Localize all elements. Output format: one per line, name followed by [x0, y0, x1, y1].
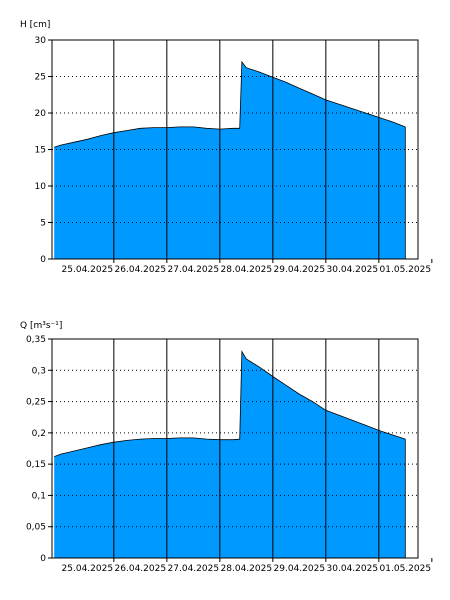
x-tick-label: 29.04.2025 [274, 265, 326, 275]
y-axis-label: Q [m³s⁻¹] [20, 321, 62, 331]
y-tick-label: 0,35 [26, 335, 46, 345]
y-tick-label: 0,2 [32, 429, 46, 439]
x-tick-label: 28.04.2025 [221, 265, 273, 275]
series-line [54, 60, 406, 148]
x-tick-label: 27.04.2025 [168, 265, 220, 275]
y-tick-label: 0,05 [26, 523, 46, 533]
y-tick-label: 20 [35, 109, 47, 119]
y-tick-label: 15 [35, 146, 46, 156]
x-tick-label: 01.05.2025 [380, 564, 432, 574]
y-tick-label: 5 [40, 219, 46, 229]
x-tick-label: 30.04.2025 [327, 265, 379, 275]
area-fill [54, 351, 406, 558]
y-tick-label: 0 [40, 554, 46, 564]
x-tick-label: 29.04.2025 [274, 564, 326, 574]
y-tick-label: 30 [35, 36, 47, 46]
y-axis-label: H [cm] [20, 20, 50, 30]
x-tick-label: 28.04.2025 [221, 564, 273, 574]
area-fill [54, 61, 406, 260]
y-tick-label: 0,25 [26, 398, 46, 408]
y-tick-label: 0,3 [32, 366, 46, 376]
chart-panel-2: 0 0,05 0,1 0,15 0,2 0,25 0,3 0,35 25.04.2025 26.0… [20, 321, 433, 574]
y-tick-label: 0 [40, 255, 46, 265]
chart-panel-1: 0 5 10 15 20 25 30 25.04.2025 26.04.2025 27.04.20… [20, 20, 433, 275]
plot-frame [51, 39, 419, 260]
x-tick-label: 25.04.2025 [62, 265, 114, 275]
x-tick-label: 26.04.2025 [115, 265, 167, 275]
y-tick-label: 10 [35, 182, 47, 192]
series-line [54, 350, 406, 457]
y-tick-label: 25 [35, 73, 46, 83]
x-tick-label: 27.04.2025 [168, 564, 220, 574]
x-tick-label: 26.04.2025 [115, 564, 167, 574]
plot-frame [51, 338, 419, 559]
y-tick-label: 0,1 [32, 491, 46, 501]
x-tick-label: 01.05.2025 [380, 265, 432, 275]
x-tick-label: 30.04.2025 [327, 564, 379, 574]
y-tick-label: 0,15 [26, 460, 46, 470]
x-tick-label: 25.04.2025 [62, 564, 114, 574]
